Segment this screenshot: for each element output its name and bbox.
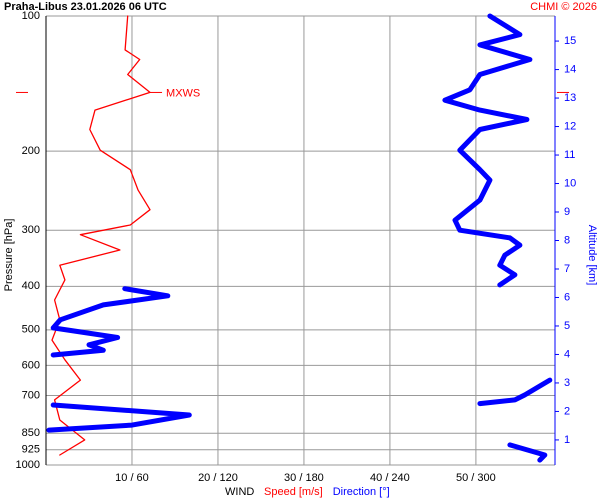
y-tick-label: 925 (22, 444, 40, 456)
y2-axis-label: Altitude [km] (586, 225, 598, 286)
x-tick-label: 20 / 120 (198, 472, 238, 484)
x-axis-label: WIND (225, 486, 254, 498)
y-tick-label: 700 (22, 389, 40, 401)
legend-entry: Speed [m/s] (264, 486, 323, 498)
y-axis-label: Pressure [hPa] (3, 219, 15, 292)
y-tick-label: 500 (22, 324, 40, 336)
y-tick-label: 200 (22, 145, 40, 157)
y-tick-label: 1000 (16, 459, 40, 471)
y2-tick-label: 1 (564, 434, 570, 446)
y2-tick-label: 6 (564, 291, 570, 303)
y2-tick-label: 4 (564, 348, 570, 360)
y2-tick-label: 3 (564, 377, 570, 389)
y2-tick-label: 8 (564, 234, 570, 246)
y2-tick-label: 12 (564, 120, 576, 132)
legend-entry: Direction [°] (333, 486, 390, 498)
x-tick-label: 50 / 300 (456, 472, 496, 484)
y-tick-label: 400 (22, 280, 40, 292)
direction-line (46, 13, 553, 463)
y2-tick-label: 2 (564, 405, 570, 417)
x-tick-label: 30 / 180 (284, 472, 324, 484)
x-tick-label: 10 / 60 (115, 472, 149, 484)
credit: CHMI © 2026 (530, 1, 597, 13)
y2-tick-label: 15 (564, 35, 576, 47)
y2-tick-label: 14 (564, 63, 576, 75)
y2-tick-label: 7 (564, 263, 570, 275)
chart-title: Praha-Libus 23.01.2026 06 UTC (4, 1, 167, 13)
y2-tick-label: 13 (564, 92, 576, 104)
y-tick-label: 600 (22, 359, 40, 371)
annotation: MXWS (166, 87, 200, 99)
y2-tick-label: 11 (564, 149, 575, 161)
x-tick-label: 40 / 240 (370, 472, 410, 484)
speed-line (51, 15, 151, 456)
y2-tick-label: 10 (564, 177, 576, 189)
y-tick-label: 300 (22, 224, 40, 236)
y-tick-label: 850 (22, 427, 40, 439)
y2-tick-label: 5 (564, 320, 570, 332)
y-tick-label: 100 (22, 10, 40, 22)
y2-tick-label: 9 (564, 206, 570, 218)
